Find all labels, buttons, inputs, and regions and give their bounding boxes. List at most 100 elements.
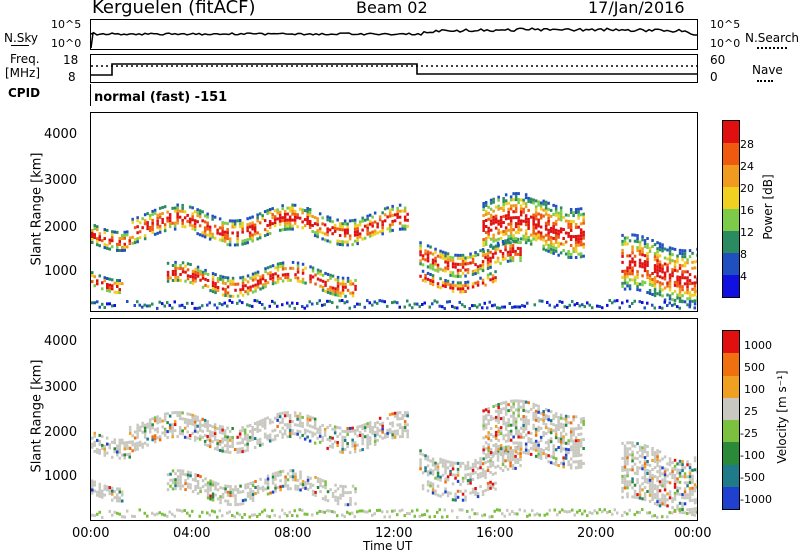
date-title: 17/Jan/2016 <box>588 0 685 17</box>
echo-cell <box>251 426 254 429</box>
echo-cell <box>539 207 543 211</box>
echo-cell <box>484 470 487 474</box>
echo-cell <box>489 480 492 484</box>
echo-cell <box>256 487 260 491</box>
echo-cell <box>456 470 460 474</box>
echo-cell <box>512 237 515 241</box>
echo-cell <box>113 290 116 294</box>
echo-cell <box>653 451 657 455</box>
echo-cell <box>203 421 207 425</box>
echo-cell <box>318 425 322 429</box>
echo-cell <box>696 289 697 293</box>
echo-cell <box>496 452 500 456</box>
echo-cell <box>334 495 337 499</box>
echo-cell <box>241 450 244 454</box>
echo-cell <box>494 430 498 434</box>
echo-cell <box>481 490 485 494</box>
echo-cell <box>181 209 184 213</box>
echo-cell <box>567 219 570 223</box>
echo-cell <box>504 400 508 404</box>
echo-cell <box>569 448 573 452</box>
echo-cell <box>628 287 632 291</box>
echo-cell <box>106 488 109 492</box>
echo-cell <box>532 231 535 235</box>
echo-cell <box>339 484 342 488</box>
echo-cell <box>623 236 627 240</box>
echo-cell <box>569 229 573 232</box>
echo-cell <box>223 450 227 454</box>
echo-cell <box>469 466 472 470</box>
echo-cell <box>441 250 445 254</box>
echo-cell <box>168 216 172 220</box>
ground-scatter-cell <box>588 303 591 307</box>
echo-cell <box>537 410 540 414</box>
echo-cell <box>151 227 154 231</box>
echo-cell <box>514 192 518 196</box>
echo-cell <box>489 262 492 266</box>
echo-cell <box>628 447 632 451</box>
echo-cell <box>226 285 230 289</box>
echo-cell <box>436 254 440 258</box>
echo-cell <box>299 280 302 284</box>
echo-cell <box>673 289 677 293</box>
echo-cell <box>93 440 96 444</box>
echo-cell <box>213 429 217 433</box>
echo-cell <box>673 262 677 266</box>
echo-cell <box>93 284 96 288</box>
echo-cell <box>464 259 467 263</box>
echo-cell <box>623 477 627 481</box>
echo-cell <box>176 414 179 417</box>
echo-cell <box>194 276 197 280</box>
echo-cell <box>461 265 465 269</box>
ground-scatter-cell <box>406 299 409 303</box>
colorbar-segment <box>723 143 739 165</box>
ground-scatter-cell <box>241 515 244 519</box>
echo-cell <box>434 476 437 480</box>
echo-cell <box>296 417 299 421</box>
ground-scatter-cell <box>671 303 674 307</box>
echo-cell <box>678 287 682 291</box>
echo-cell <box>494 445 498 449</box>
ground-scatter-cell <box>273 301 276 305</box>
echo-cell <box>524 193 528 197</box>
echo-cell <box>631 245 634 249</box>
echo-cell <box>471 471 475 475</box>
echo-cell <box>244 278 247 282</box>
echo-cell <box>547 439 550 443</box>
ground-scatter-cell <box>686 512 689 515</box>
echo-cell <box>621 281 624 285</box>
echo-cell <box>489 486 492 490</box>
echo-cell <box>552 444 555 448</box>
echo-cell <box>524 415 528 419</box>
echo-cell <box>271 478 275 482</box>
echo-cell <box>509 237 513 241</box>
echo-cell <box>439 494 442 498</box>
echo-cell <box>549 455 553 459</box>
echo-cell <box>266 483 270 487</box>
echo-cell <box>168 219 172 223</box>
echo-cell <box>524 433 528 437</box>
echo-cell <box>146 224 149 228</box>
echo-cell <box>368 430 372 434</box>
echo-cell <box>569 427 573 431</box>
echo-cell <box>482 229 485 232</box>
echo-cell <box>128 431 132 435</box>
echo-cell <box>426 458 430 462</box>
echo-cell <box>256 282 260 286</box>
ground-scatter-cell <box>616 511 619 515</box>
echo-cell <box>621 495 624 499</box>
echo-cell <box>269 491 272 495</box>
echo-cell <box>276 486 280 489</box>
ground-scatter-cell <box>413 514 416 518</box>
echo-cell <box>514 204 518 208</box>
echo-cell <box>309 274 312 278</box>
echo-cell <box>504 421 508 425</box>
echo-cell <box>444 269 447 273</box>
echo-cell <box>316 427 319 431</box>
echo-cell <box>298 436 302 440</box>
echo-cell <box>214 282 217 286</box>
echo-cell <box>494 465 497 469</box>
echo-cell <box>136 447 139 451</box>
echo-cell <box>306 435 309 439</box>
echo-cell <box>559 434 563 438</box>
